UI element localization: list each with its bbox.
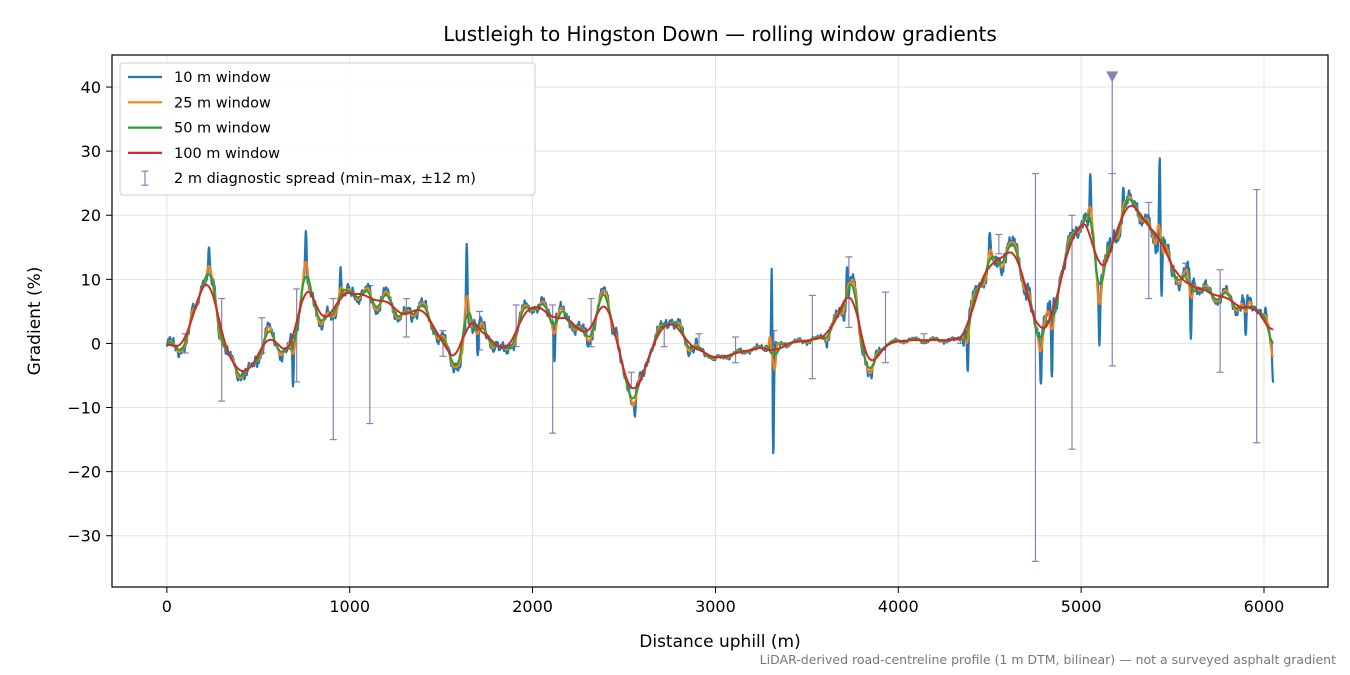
footnote: LiDAR-derived road-centreline profile (1… bbox=[760, 652, 1336, 667]
legend-label-50m: 50 m window bbox=[174, 121, 271, 137]
y-tick-label: 0 bbox=[91, 334, 101, 353]
y-tick-label: −30 bbox=[67, 527, 101, 546]
x-tick-label: 4000 bbox=[878, 597, 919, 616]
y-tick-label: 10 bbox=[81, 270, 101, 289]
plot-area-frame bbox=[111, 54, 1329, 588]
y-tick-label: 40 bbox=[81, 78, 101, 97]
series-line-100m bbox=[166, 204, 1274, 390]
y-axis-label: Gradient (%) bbox=[25, 267, 45, 376]
chart-title: Lustleigh to Hingston Down — rolling win… bbox=[443, 22, 997, 46]
legend-label-spread: 2 m diagnostic spread (min–max, ±12 m) bbox=[174, 171, 476, 187]
axis-ticks: 0 1000 2000 3000 4000 5000 6000 −30 −20 −10 0 10 20 3… bbox=[67, 78, 1284, 616]
x-tick-label: 2000 bbox=[512, 597, 553, 616]
legend-label-10m: 10 m window bbox=[174, 70, 271, 86]
legend-box bbox=[119, 62, 536, 196]
y-tick-label: −10 bbox=[67, 399, 101, 418]
clipped-marker-triangle bbox=[1106, 71, 1119, 83]
series-lines bbox=[165, 157, 1275, 455]
legend-label-100m: 100 m window bbox=[174, 146, 280, 162]
x-tick-label: 3000 bbox=[695, 597, 736, 616]
x-tick-label: 6000 bbox=[1244, 597, 1285, 616]
x-tick-label: 5000 bbox=[1061, 597, 1102, 616]
x-tick-label: 0 bbox=[162, 597, 172, 616]
y-tick-label: 30 bbox=[81, 142, 101, 161]
x-tick-label: 1000 bbox=[329, 597, 370, 616]
legend-label-25m: 25 m window bbox=[174, 95, 271, 111]
x-axis-label: Distance uphill (m) bbox=[639, 632, 800, 652]
y-tick-label: 20 bbox=[81, 206, 101, 225]
clipped-markers bbox=[1106, 71, 1119, 174]
legend: 10 m window 25 m window 50 m window 100 m w… bbox=[119, 62, 536, 196]
y-tick-label: −20 bbox=[67, 463, 101, 482]
